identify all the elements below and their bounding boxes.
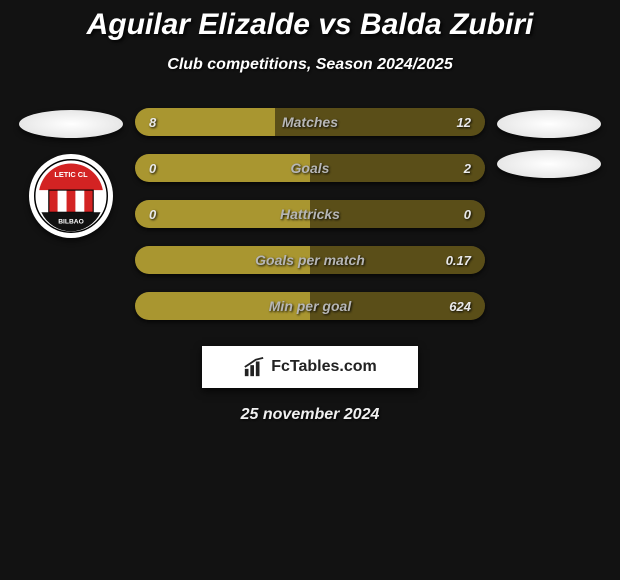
stat-value-right: 0.17 [446,246,471,274]
main-content: LETIC CL BILBAO Matches812Goals02Hattric… [0,108,620,320]
player2-name: Balda Zubiri [360,8,533,41]
bar-chart-icon [243,356,265,378]
stat-label: Goals per match [135,246,485,274]
stat-label: Goals [135,154,485,182]
svg-text:BILBAO: BILBAO [58,218,84,225]
footer: FcTables.com 25 november 2024 [0,346,620,424]
svg-text:LETIC CL: LETIC CL [54,170,88,179]
stat-value-left: 0 [149,200,156,228]
stat-bar: Goals0 2 [135,154,485,182]
right-side [497,108,601,178]
left-side: LETIC CL BILBAO [19,108,123,238]
player1-name: Aguilar Elizalde [87,8,310,41]
stat-bar: Hattricks0 0 [135,200,485,228]
brand-text: FcTables.com [271,358,377,376]
stat-value-right: 624 [449,292,471,320]
stat-bar: Matches8 12 [135,108,485,136]
stat-bar: Min per goal624 [135,292,485,320]
stat-label: Matches [135,108,485,136]
stat-value-right: 2 [464,154,471,182]
stat-value-right: 0 [464,200,471,228]
stat-label: Min per goal [135,292,485,320]
root: Aguilar Elizalde vs Balda Zubiri Club co… [0,0,620,424]
date-text: 25 november 2024 [241,406,380,424]
vs-text: vs [318,8,351,41]
athletic-club-icon: LETIC CL BILBAO [34,159,108,233]
brand-box: FcTables.com [202,346,418,388]
stat-value-right: 12 [457,108,471,136]
stat-label: Hattricks [135,200,485,228]
subtitle: Club competitions, Season 2024/2025 [0,56,620,74]
player2-club-badge [497,150,601,178]
stat-value-left: 8 [149,108,156,136]
player1-avatar [19,110,123,138]
page-title: Aguilar Elizalde vs Balda Zubiri [0,8,620,42]
stats-bars: Matches812Goals02Hattricks00Goals per ma… [135,108,485,320]
player1-club-badge: LETIC CL BILBAO [29,154,113,238]
stat-value-left: 0 [149,154,156,182]
stat-bar: Goals per match0.17 [135,246,485,274]
player2-avatar [497,110,601,138]
